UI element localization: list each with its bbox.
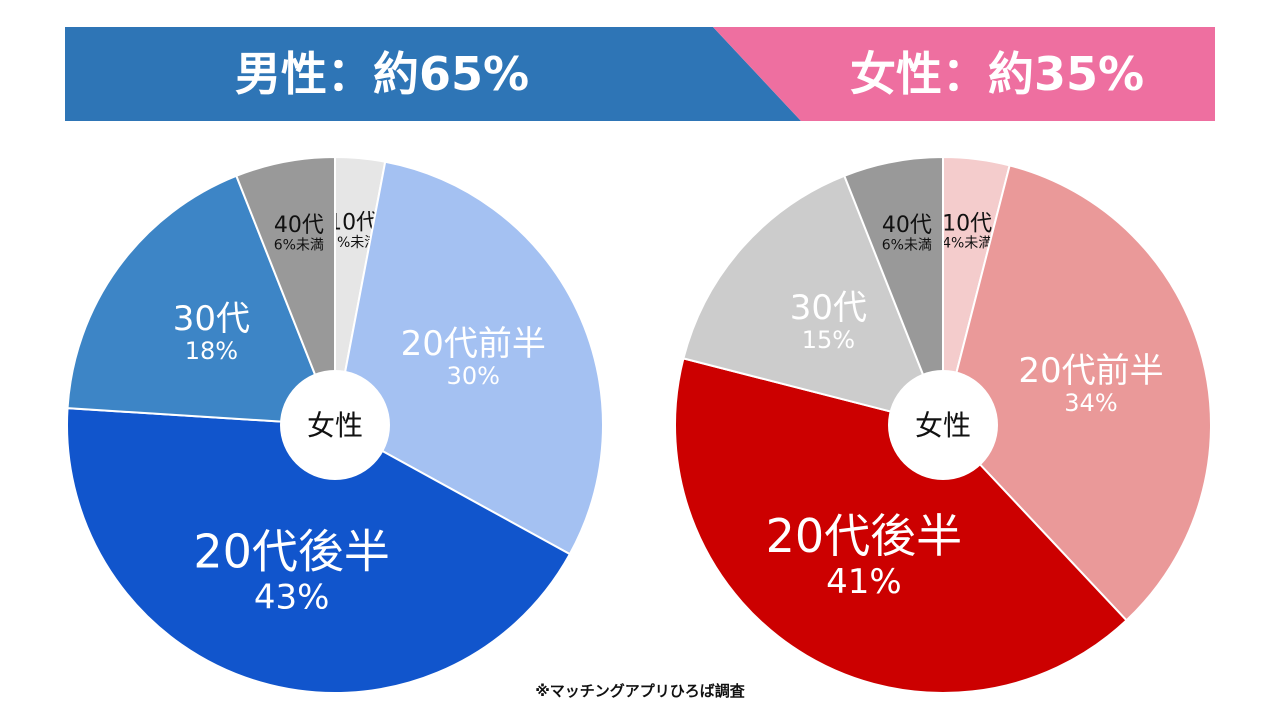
pie-slice: [235, 155, 336, 426]
pie-slice: [843, 155, 944, 426]
slice-percent-label: 6%未満: [882, 237, 932, 253]
slice-percent-label: 34%: [1064, 389, 1117, 417]
pie-center-hole: [888, 370, 998, 480]
female-ratio-label: 女性：約35%: [850, 47, 1145, 101]
pie-slice: [941, 164, 1212, 622]
male-banner-shape: [65, 27, 801, 121]
pie-slice: [333, 160, 604, 556]
gender-ratio-banner: 男性：約65% 女性：約35%: [65, 27, 1215, 121]
slice-age-label: 30代: [173, 299, 250, 339]
slice-age-label: 20代前半: [1018, 351, 1163, 391]
slice-age-label: 20代前半: [401, 324, 546, 364]
pie-center-hole: [280, 370, 390, 480]
pie-center-label: 女性: [307, 409, 363, 442]
female-age-pie-chart: 10代 4%未満 20代前半 34% 20代後半 41% 30代 15% 40代 6%未満女性: [673, 155, 1213, 695]
female-banner-shape: [713, 27, 1215, 121]
pie-center-label: 女性: [915, 409, 971, 442]
male-ratio-label: 男性：約65%: [235, 47, 530, 101]
slice-age-label: 40代: [274, 213, 324, 238]
slice-age-label: 10代: [942, 211, 992, 236]
slice-percent-label: 4%未満: [942, 236, 992, 252]
slice-percent-label: 41%: [826, 562, 902, 602]
slice-age-label: 20代後半: [766, 509, 963, 563]
slice-age-label: 30代: [790, 288, 867, 328]
survey-source-note: ※マッチングアプリひろば調査: [535, 682, 745, 700]
slice-percent-label: 43%: [254, 577, 330, 617]
slice-age-label: 20代後半: [193, 524, 390, 578]
pie-slice: [66, 174, 337, 427]
slice-percent-label: 18%: [185, 337, 238, 365]
slice-percent-label: 3%未満: [328, 235, 378, 251]
slice-age-label: 40代: [882, 213, 932, 238]
male-age-pie-chart: 10代 3%未満 20代前半 30% 20代後半 43% 30代 18% 40代 6%未満女性: [65, 155, 605, 695]
slice-percent-label: 15%: [802, 326, 855, 354]
pie-slice: [66, 407, 572, 694]
banner-background: [65, 27, 1215, 121]
pie-slice: [682, 174, 945, 427]
slice-percent-label: 6%未満: [274, 237, 324, 253]
slice-age-label: 10代: [328, 211, 378, 236]
slice-percent-label: 30%: [447, 362, 500, 390]
pie-slice: [674, 357, 1128, 694]
